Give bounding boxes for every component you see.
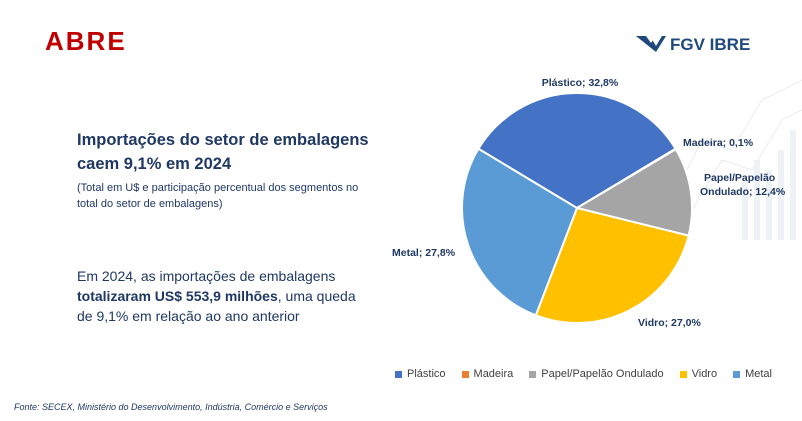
legend-item-vidro: Vidro — [679, 368, 718, 380]
legend-label: Vidro — [691, 368, 718, 380]
legend-label: Plástico — [407, 368, 446, 380]
fgv-emblem-icon — [636, 36, 666, 52]
legend-label: Madeira — [473, 368, 514, 380]
legend-swatch — [679, 370, 687, 378]
legend-item-madeira: Madeira — [461, 368, 514, 380]
legend-swatch — [461, 370, 469, 378]
pie-label-metal: Metal; 27,8% — [392, 247, 456, 259]
legend-label: Metal — [745, 368, 772, 380]
legend-label: Papel/Papelão Ondulado — [541, 368, 664, 380]
legend-swatch — [395, 370, 402, 378]
abre-logo-text: ABRE — [45, 28, 127, 56]
headline: Importações do setor de embalagens caem … — [77, 131, 369, 173]
chart-legend: Plástico Madeira Papel/Papelão Ondulado Vid… — [395, 368, 772, 380]
summary-text-part1: Em 2024, as importações de embalagens — [77, 268, 336, 284]
summary-text: Em 2024, as importações de embalagens to… — [77, 266, 357, 326]
decorative-background-graphic — [622, 79, 802, 240]
legend-item-metal: Metal — [733, 368, 772, 380]
fgv-ibre-logo: FGV IBRE — [636, 35, 750, 54]
fgv-logo-text: FGV IBRE — [670, 35, 750, 54]
legend-swatch — [529, 370, 537, 378]
subtitle: (Total em U$ e participação percentual d… — [77, 182, 359, 210]
pie-label-pl-stico: Plástico; 32,8% — [542, 77, 619, 89]
legend-swatch — [733, 370, 741, 378]
summary-text-part2: , uma queda de 9,1% em relação ao ano an… — [77, 288, 356, 324]
pie-slice-metal — [461, 147, 579, 317]
legend-item-papel-papel-o-ondulado: Papel/Papelão Ondulado — [529, 368, 664, 380]
legend-item-pl-stico: Plástico — [395, 368, 446, 380]
abre-logo: ABRE — [45, 28, 127, 56]
summary-text-bold: totalizaram US$ 553,9 milhões — [77, 288, 278, 304]
source-note: Fonte: SECEX, Ministério do Desenvolvime… — [14, 402, 328, 412]
pie-label-vidro: Vidro; 27,0% — [638, 317, 701, 329]
